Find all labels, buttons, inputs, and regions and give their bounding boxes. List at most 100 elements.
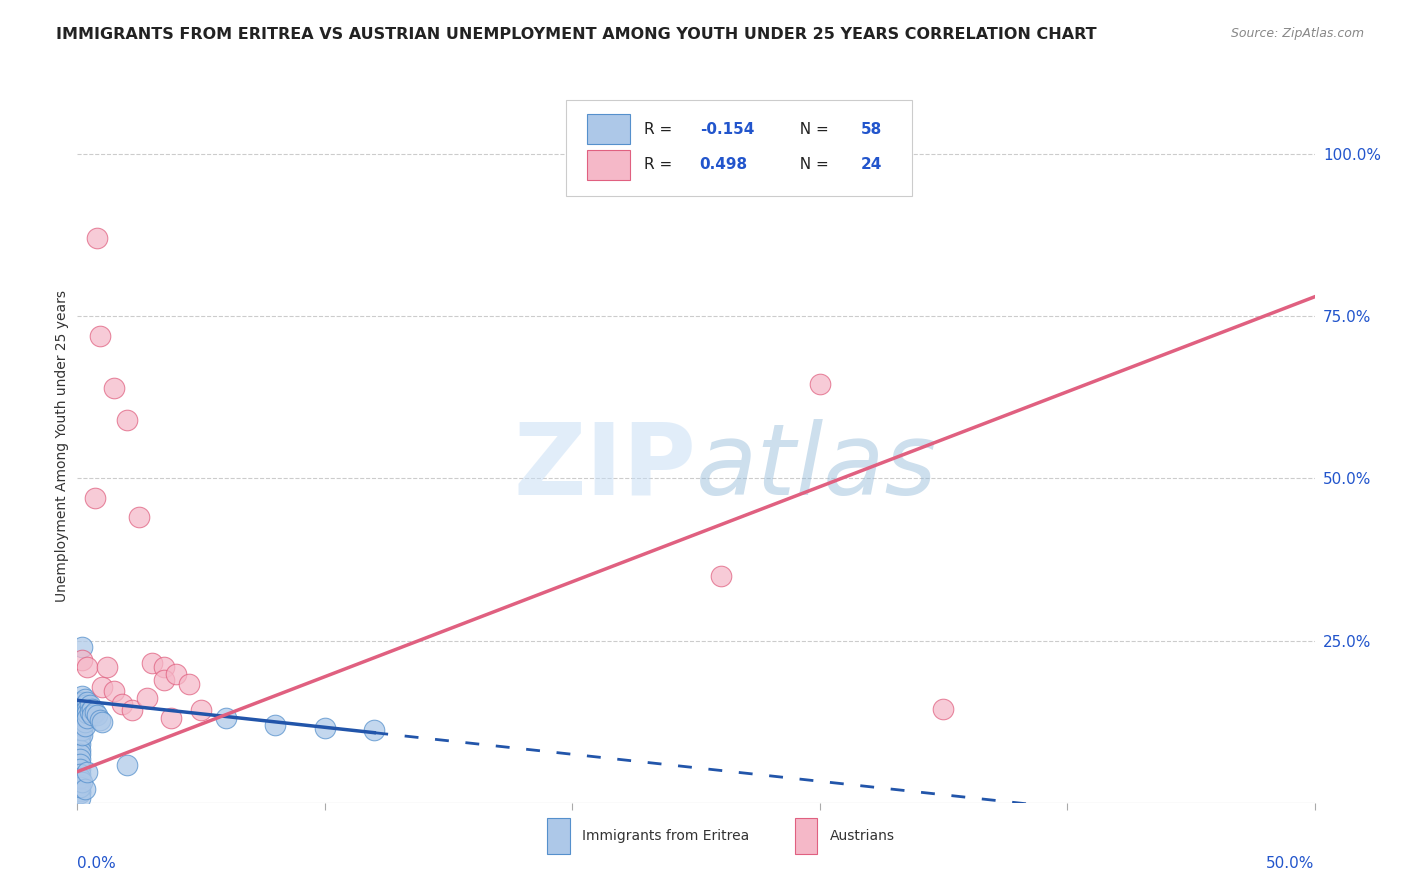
Point [86,708,108,723]
Point [153,659,176,673]
Point [73,719,96,733]
Point [73,704,96,718]
Point [76,706,98,721]
Text: 0.0%: 0.0% [77,856,117,871]
Bar [588,150,630,180]
Point [165,667,187,681]
Point [72,640,94,654]
Point [69,738,91,752]
Point [69,780,91,794]
Point [69,713,91,727]
Point [82,708,104,723]
Bar [794,819,817,855]
Point [79,698,101,713]
Point [103,381,125,395]
Point [73,781,96,796]
Text: Source: ZipAtlas.com: Source: ZipAtlas.com [1230,27,1364,40]
Point [76,764,98,779]
Point [314,721,336,735]
Text: Austrians: Austrians [830,830,894,843]
Point [69,723,91,738]
Point [121,703,143,717]
Point [72,719,94,733]
Point [72,699,94,714]
Point [177,677,200,691]
Point [72,775,94,789]
Text: R =: R = [644,121,678,136]
Point [91,714,114,729]
Point [69,778,91,792]
Point [72,710,94,724]
Point [69,728,91,742]
Text: 24: 24 [860,157,882,172]
Text: -0.154: -0.154 [700,121,754,136]
Point [83,491,105,505]
Point [96,659,118,673]
Text: 0.498: 0.498 [700,157,748,172]
Y-axis label: Unemployment Among Youth under 25 years: Unemployment Among Youth under 25 years [55,290,69,602]
Point [69,790,91,805]
Point [69,732,91,747]
Point [141,657,163,671]
Point [69,784,91,798]
Text: atlas: atlas [696,419,938,516]
Text: IMMIGRANTS FROM ERITREA VS AUSTRIAN UNEMPLOYMENT AMONG YOUTH UNDER 25 YEARS CORR: IMMIGRANTS FROM ERITREA VS AUSTRIAN UNEM… [56,27,1097,42]
Point [69,762,91,776]
Text: 50.0%: 50.0% [1267,856,1315,871]
Point [91,681,114,695]
Point [135,690,157,705]
Point [69,752,91,766]
Text: Immigrants from Eritrea: Immigrants from Eritrea [582,830,749,843]
Point [160,711,183,725]
Point [69,742,91,756]
Point [76,659,98,673]
Point [69,767,91,781]
Point [111,697,134,711]
Text: ZIP: ZIP [513,419,696,516]
Point [264,718,287,732]
Point [89,713,111,727]
Point [363,723,385,738]
Point [73,692,96,706]
Point [76,702,98,716]
Point [73,698,96,713]
Point [69,786,91,800]
Point [69,771,91,785]
Point [76,711,98,725]
Point [128,510,150,524]
Point [69,718,91,732]
Point [932,702,955,716]
Point [69,695,91,709]
Point [215,711,238,725]
Point [82,702,104,716]
Point [72,705,94,719]
Point [69,772,91,787]
Point [83,705,105,719]
Point [69,708,91,723]
Point [72,689,94,703]
Point [115,413,138,427]
Point [89,328,111,343]
Point [72,653,94,667]
Point [73,714,96,729]
Text: 58: 58 [860,121,882,136]
Point [710,568,733,582]
Point [115,758,138,772]
FancyBboxPatch shape [567,100,912,196]
Text: R =: R = [644,157,678,172]
Bar [588,114,630,145]
Point [76,695,98,709]
Bar [547,819,569,855]
Point [808,377,831,392]
Point [153,673,176,687]
Point [72,723,94,738]
Point [72,714,94,729]
Point [69,702,91,716]
Text: N =: N = [790,157,834,172]
Text: N =: N = [790,121,834,136]
Point [72,728,94,742]
Point [69,747,91,761]
Point [79,705,101,719]
Point [69,756,91,771]
Point [72,695,94,709]
